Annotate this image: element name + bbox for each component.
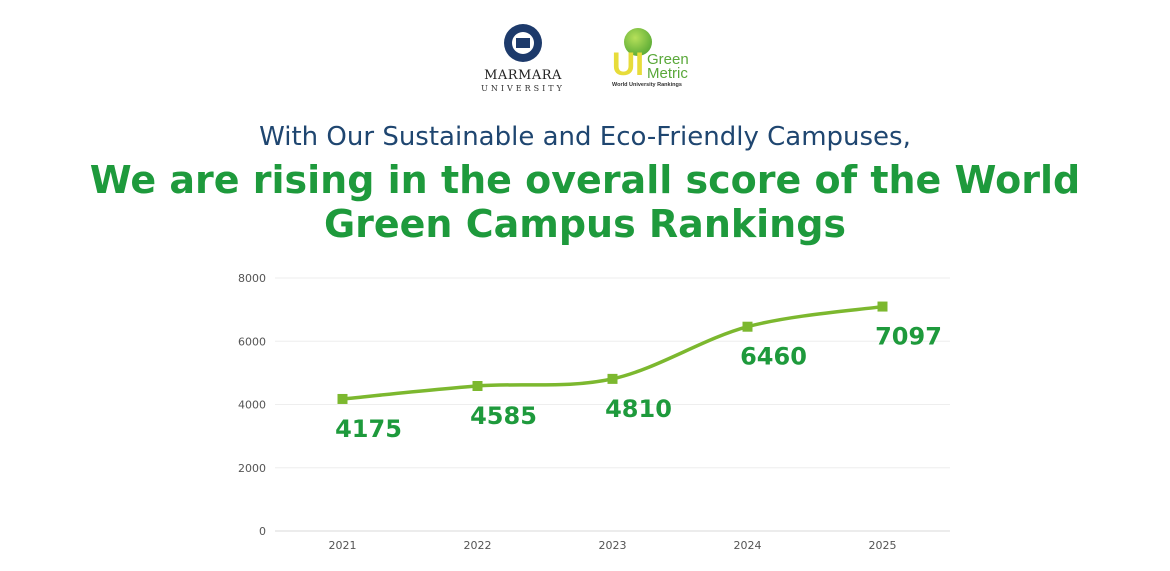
x-tick-label: 2022 bbox=[464, 539, 492, 552]
logo-sub: UNIVERSITY bbox=[481, 84, 565, 93]
data-label: 6460 bbox=[740, 343, 807, 371]
greenmetric-logo: UI Green Metric World University Ranking… bbox=[610, 26, 710, 90]
metric-text: Metric bbox=[647, 65, 688, 82]
ui-letters: UI bbox=[612, 46, 644, 82]
page-title: We are rising in the overall score of th… bbox=[0, 158, 1170, 246]
logo-name: MARMARA bbox=[484, 68, 562, 83]
x-tick-label: 2025 bbox=[869, 539, 897, 552]
data-point-marker bbox=[337, 393, 348, 404]
y-tick-label: 2000 bbox=[238, 462, 266, 475]
data-label: 4810 bbox=[605, 395, 672, 423]
university-seal-icon bbox=[504, 24, 542, 62]
marmara-university-logo: MARMARA UNIVERSITY bbox=[478, 24, 568, 93]
data-point-marker bbox=[607, 373, 618, 384]
data-point-marker bbox=[877, 301, 888, 312]
data-point-marker bbox=[742, 321, 753, 332]
data-label: 4175 bbox=[335, 415, 402, 443]
x-tick-label: 2024 bbox=[734, 539, 762, 552]
y-tick-label: 4000 bbox=[238, 399, 266, 412]
x-tick-label: 2021 bbox=[329, 539, 357, 552]
title-line-2: Green Campus Rankings bbox=[323, 202, 847, 246]
tagline: World University Rankings bbox=[612, 82, 682, 88]
data-label: 7097 bbox=[875, 323, 942, 351]
data-label: 4585 bbox=[470, 402, 537, 430]
title-line-1: We are rising in the overall score of th… bbox=[89, 158, 1081, 202]
x-tick-label: 2023 bbox=[599, 539, 627, 552]
data-point-marker bbox=[472, 380, 483, 391]
green-text: Green bbox=[647, 51, 689, 68]
subtitle: With Our Sustainable and Eco-Friendly Ca… bbox=[259, 122, 911, 152]
y-tick-label: 8000 bbox=[238, 272, 266, 285]
globe-icon bbox=[624, 28, 652, 56]
y-tick-label: 6000 bbox=[238, 335, 266, 348]
y-tick-label: 0 bbox=[259, 525, 266, 538]
